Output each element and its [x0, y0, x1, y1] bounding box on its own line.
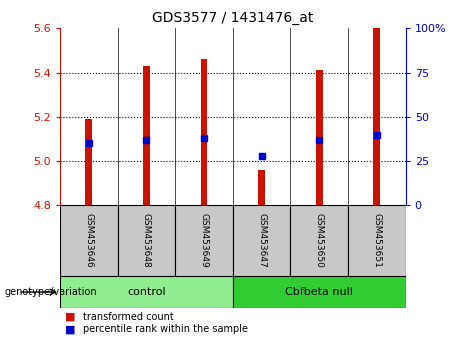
Text: GSM453646: GSM453646: [84, 213, 93, 268]
Bar: [60, 276, 233, 308]
Bar: [373, 28, 380, 205]
Text: GSM453647: GSM453647: [257, 213, 266, 268]
Bar: [233, 276, 406, 308]
Text: Cbfbeta null: Cbfbeta null: [285, 287, 353, 297]
Text: transformed count: transformed count: [83, 312, 174, 322]
Bar: [290, 205, 348, 276]
Text: GSM453651: GSM453651: [372, 213, 381, 268]
Text: GSM453650: GSM453650: [315, 213, 324, 268]
Text: percentile rank within the sample: percentile rank within the sample: [83, 324, 248, 334]
Bar: [175, 205, 233, 276]
Bar: [118, 205, 175, 276]
Text: genotype/variation: genotype/variation: [5, 287, 97, 297]
Bar: [85, 119, 92, 205]
Bar: [258, 170, 265, 205]
Text: GSM453649: GSM453649: [200, 213, 208, 268]
Text: ■: ■: [65, 324, 75, 334]
Bar: [316, 70, 323, 205]
Title: GDS3577 / 1431476_at: GDS3577 / 1431476_at: [152, 11, 313, 24]
Bar: [143, 66, 150, 205]
Bar: [233, 205, 290, 276]
Text: control: control: [127, 287, 165, 297]
Bar: [201, 59, 207, 205]
Text: GSM453648: GSM453648: [142, 213, 151, 268]
Bar: [348, 205, 406, 276]
Bar: [60, 205, 118, 276]
Text: ■: ■: [65, 312, 75, 322]
